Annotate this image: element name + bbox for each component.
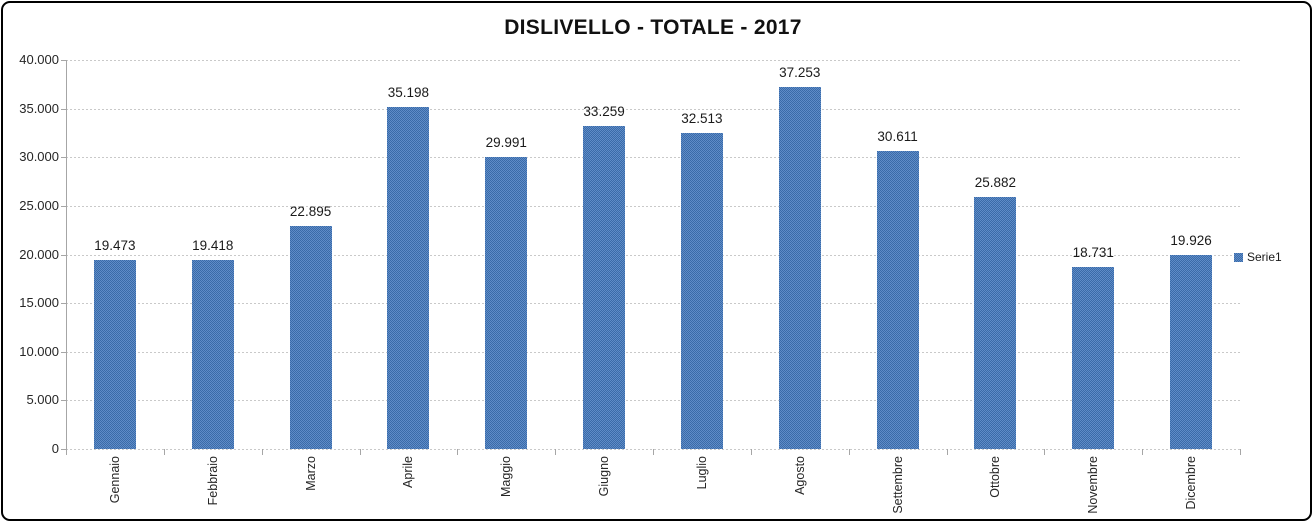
plot-area: 19.473 19.418 22.895 35.198 29.991 33.259 32.5… [66,60,1240,450]
bar-value-label: 25.882 [974,175,1017,191]
gridline [66,303,1240,305]
bar-value-label: 22.895 [289,204,332,220]
legend-label: Serie1 [1247,250,1282,264]
y-axis-tick [61,351,66,353]
y-axis-tick [61,205,66,207]
x-axis-tick [457,449,459,455]
bar-settembre [876,151,919,449]
x-axis-tick [66,449,67,455]
bar-marzo [289,226,332,449]
gridline [66,400,1240,402]
x-axis-tick [653,449,654,455]
x-axis-label-settembre: Settembre [890,456,905,514]
bar-febbraio [191,260,234,449]
y-axis-label: 40.000 [19,52,59,67]
x-axis-tick [261,449,263,455]
bar-value-label: 37.253 [779,64,821,80]
x-axis-tick [359,449,361,455]
bar-value-label: 32.513 [681,110,723,126]
y-axis-tick [61,254,66,256]
x-axis-tick [750,449,752,455]
x-axis-tick [555,449,557,455]
gridline [66,157,1240,159]
bar-maggio [485,157,528,449]
x-axis-tick [848,449,850,455]
x-axis-tick [163,449,165,455]
y-axis-label: 35.000 [19,100,59,116]
bar-ottobre [974,197,1017,449]
gridline [66,60,1240,61]
bar-giugno [583,125,626,449]
x-axis-label-maggio: Maggio [499,456,514,497]
bar-dicembre [1170,255,1213,449]
x-axis-label-giugno: Giugno [597,456,612,497]
y-axis-tick [61,108,66,110]
x-axis-tick [946,449,948,455]
bar-agosto [778,86,821,449]
y-axis-line [66,60,67,450]
y-axis-label: 15.000 [19,295,59,311]
gridline [66,205,1240,207]
x-axis-label-aprile: Aprile [401,456,416,488]
bar-value-label: 18.731 [1072,244,1114,260]
bar-aprile [387,106,430,449]
x-axis-tick [1044,449,1046,455]
y-axis-label: 30.000 [19,149,59,165]
bar-value-label: 35.198 [387,84,430,100]
bar-value-label: 19.418 [192,238,234,254]
y-axis-label: 10.000 [19,343,59,359]
bar-value-label: 29.991 [485,135,527,151]
x-axis-label-agosto: Agosto [792,456,807,495]
x-axis-tick [1142,449,1144,455]
bar-gennaio [93,259,136,449]
y-axis-label: 5.000 [26,392,59,408]
x-axis-label-ottobre: Ottobre [988,456,1003,498]
bar-luglio [680,132,723,449]
x-axis-label-luglio: Luglio [694,456,709,490]
chart-title: DISLIVELLO - TOTALE - 2017 [504,16,802,39]
bar-value-label: 19.473 [94,237,136,253]
x-axis-label-dicembre: Dicembre [1184,456,1199,510]
legend-swatch-serie1 [1234,252,1243,262]
legend: Serie1 [1234,250,1282,264]
x-axis-label-marzo: Marzo [303,456,318,491]
bar-value-label: 30.611 [877,129,918,145]
gridline [66,108,1240,110]
y-axis-tick [61,60,66,61]
gridline [66,254,1240,256]
y-axis-tick [61,400,66,402]
y-axis-label: 20.000 [19,246,59,262]
x-axis-label-novembre: Novembre [1086,456,1101,514]
gridline [66,351,1240,353]
y-axis-label: 0 [51,441,59,456]
x-axis-label-gennaio: Gennaio [107,456,122,504]
y-axis-tick [61,303,66,305]
y-axis-label: 25.000 [19,197,59,213]
x-axis-tick [1240,449,1241,455]
x-axis-label-febbraio: Febbraio [205,456,220,506]
y-axis-tick [61,449,66,450]
bar-value-label: 19.926 [1170,233,1212,249]
bar-novembre [1072,266,1115,449]
y-axis-tick [61,157,66,159]
bar-value-label: 33.259 [583,103,625,119]
